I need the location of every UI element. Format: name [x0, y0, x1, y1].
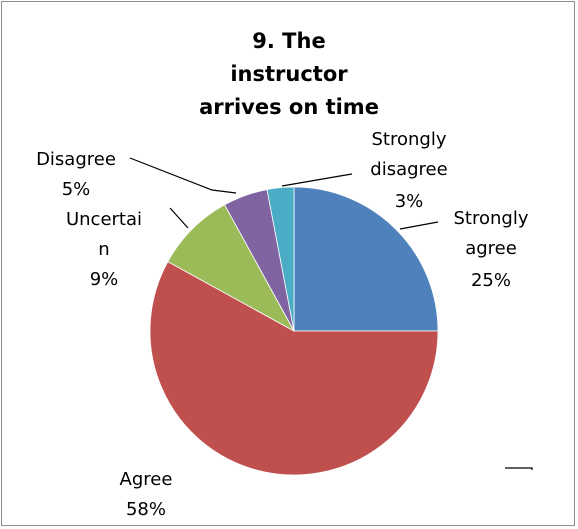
leader-lines: [129, 157, 533, 470]
data-label-strongly-agree: Strongly agree 25%: [454, 208, 529, 291]
leader-line-uncertain: [169, 207, 189, 229]
label-strongly-disagree-line-1: Strongly: [372, 129, 447, 150]
chart-title-line-3: arrives on time: [199, 95, 379, 119]
data-label-uncertain: Uncertai n 9%: [66, 209, 142, 290]
label-strongly-disagree-pct: 3%: [395, 191, 424, 212]
label-strongly-agree-pct: 25%: [471, 270, 511, 291]
leader-line-strongly-disagree: [281, 173, 353, 187]
leader-line-agree: [505, 467, 533, 470]
label-uncertain-line-1: Uncertai: [66, 209, 142, 230]
data-label-disagree: Disagree 5%: [36, 149, 116, 200]
leader-line-disagree: [129, 157, 237, 194]
label-strongly-disagree-line-2: disagree: [370, 159, 447, 180]
label-strongly-agree-line-2: agree: [465, 238, 517, 259]
slice-uncertain: [167, 204, 296, 333]
label-strongly-agree-line-1: Strongly: [454, 208, 529, 229]
slice-agree: [149, 261, 439, 476]
chart-title-line-1: 9. The: [252, 29, 325, 53]
label-uncertain-line-2: n: [98, 239, 109, 260]
label-agree-pct: 58%: [126, 499, 166, 520]
data-label-agree: Agree 58%: [120, 469, 173, 520]
chart-title-line-2: instructor: [230, 62, 348, 86]
slice-strongly-agree: [293, 186, 439, 332]
slice-strongly-disagree: [266, 186, 295, 332]
label-uncertain-pct: 9%: [90, 269, 119, 290]
label-disagree-line-1: Disagree: [36, 149, 116, 170]
label-agree-line-1: Agree: [120, 469, 173, 490]
data-label-strongly-disagree: Strongly disagree 3%: [370, 129, 447, 212]
chart-title: 9. The instructor arrives on time: [199, 29, 379, 119]
label-disagree-pct: 5%: [62, 179, 91, 200]
leader-line-strongly-agree: [399, 221, 439, 230]
pie-slices: [149, 186, 439, 476]
